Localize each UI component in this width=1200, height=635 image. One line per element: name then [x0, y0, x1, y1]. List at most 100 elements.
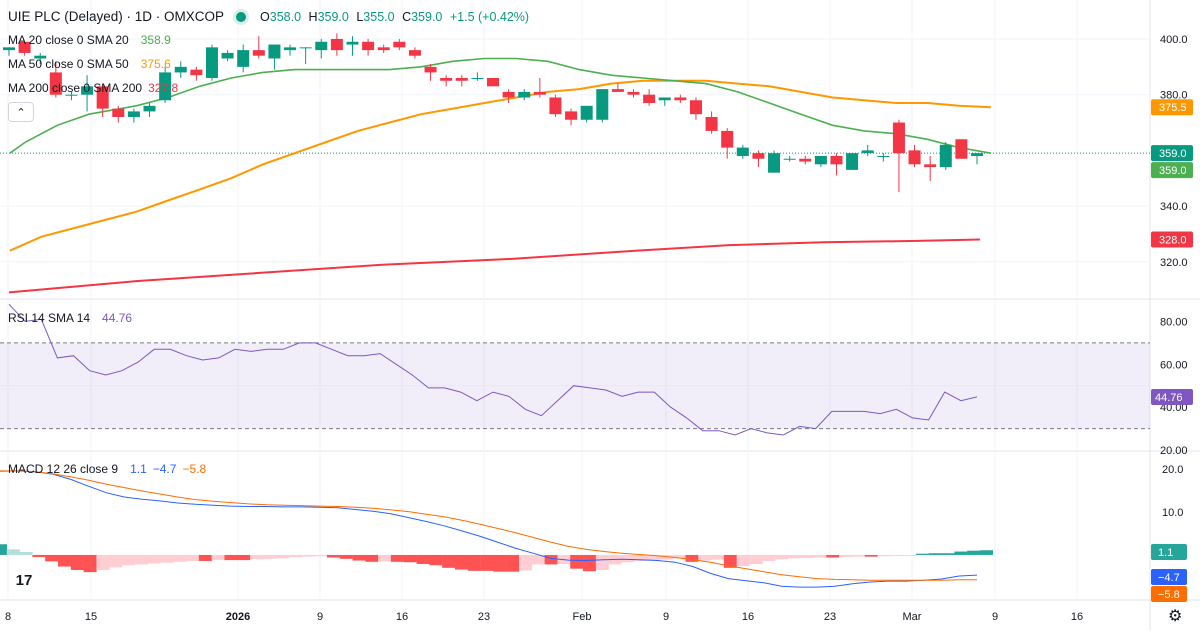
candle-body	[487, 77, 499, 87]
price-axis-badge-label: 359.0	[1159, 165, 1187, 177]
low-label: L	[356, 9, 364, 24]
macd-histogram-bar	[378, 554, 392, 562]
candle-body	[96, 86, 109, 109]
macd-histogram-bar	[19, 551, 33, 555]
macd-histogram-bar	[442, 554, 456, 568]
macd-histogram-bar	[134, 554, 148, 565]
candle-body	[768, 153, 781, 173]
macd-histogram-bar	[390, 554, 404, 562]
macd-histogram-bar	[775, 554, 789, 560]
candle-body	[424, 66, 437, 73]
macd-histogram-bar	[787, 554, 801, 559]
macd-tick-label: 10.0	[1162, 507, 1183, 519]
candle-body	[471, 77, 484, 79]
candle-body	[455, 77, 468, 81]
macd-histogram-bar	[416, 554, 430, 564]
ma20-legend-value: 358.9	[140, 33, 171, 47]
price-axis-badge	[1151, 231, 1193, 248]
price-axis-badge-label: 375.5	[1159, 102, 1187, 114]
macd-histogram-bar	[365, 554, 379, 562]
macd-histogram-bar	[723, 554, 737, 568]
candle-body	[112, 108, 125, 117]
macd-histogram-bar	[647, 554, 661, 561]
logo-text: 17	[15, 571, 33, 589]
price-axis-badge	[1151, 162, 1193, 179]
chevron-up-icon[interactable]: ⌃	[8, 102, 34, 122]
macd-histogram-bar	[339, 554, 353, 559]
macd-histogram-bar	[531, 554, 545, 565]
macd-histogram-bar	[749, 554, 763, 564]
macd-histogram-bar	[237, 554, 251, 561]
macd-histogram-bar	[45, 554, 59, 562]
candle-body	[611, 89, 624, 92]
candle-body	[408, 50, 421, 56]
candle-body	[377, 47, 390, 51]
macd-histogram-bar	[70, 554, 84, 570]
ma20-legend[interactable]: MA 20 close 0 SMA 20 358.9	[8, 33, 171, 47]
macd-histogram-bar	[0, 544, 7, 555]
macd-histogram-bar	[186, 554, 200, 561]
macd-histogram-bar	[519, 554, 533, 571]
price-tick-label: 380.0	[1160, 90, 1188, 102]
candle-body	[18, 41, 31, 53]
candle-body	[924, 164, 937, 168]
candle-body	[908, 150, 921, 165]
gear-icon[interactable]: ⚙	[1168, 608, 1183, 625]
market-status-dot[interactable]	[236, 11, 247, 22]
ma200-legend[interactable]: MA 200 close 0 SMA 200 327.8	[8, 81, 178, 95]
candle-body	[393, 41, 406, 48]
macd-axis-badge-label: 1.1	[1158, 547, 1173, 559]
macd-histogram-bar	[595, 554, 609, 570]
candle-body	[830, 155, 843, 165]
candle-body	[705, 116, 718, 131]
macd-histogram-bar	[826, 554, 840, 558]
time-axis-label: 23	[478, 611, 490, 623]
macd-histogram-bar	[506, 554, 520, 572]
candle-body	[49, 72, 62, 95]
macd-histogram-bar	[864, 554, 878, 557]
candle-body	[721, 130, 734, 148]
macd-histogram-bar	[493, 554, 507, 572]
ma200-legend-name: MA 200 close 0 SMA 200	[8, 81, 143, 95]
macd-histogram-bar	[224, 554, 238, 561]
macd-histogram-bar	[736, 554, 750, 567]
macd-axis-badge	[1151, 544, 1187, 560]
candle-body	[736, 147, 749, 156]
candle-body	[440, 77, 453, 81]
macd-histogram-bar	[762, 554, 776, 561]
ma50-legend[interactable]: MA 50 close 0 SMA 50 375.6	[8, 57, 171, 71]
macd-histogram-bar	[544, 554, 558, 565]
candle-body	[346, 41, 359, 45]
ma20-legend-name: MA 20 close 0 SMA 20	[8, 33, 129, 47]
macd-legend-hist: −5.8	[182, 462, 207, 476]
macd-histogram-bar	[6, 549, 20, 555]
macd-histogram-bar	[570, 554, 584, 569]
tradingview-logo-icon[interactable]: 17	[10, 568, 38, 592]
candle-body	[252, 50, 265, 56]
macd-histogram-bar	[96, 554, 110, 570]
macd-histogram-bar	[813, 554, 827, 558]
ma200-line	[8, 238, 981, 294]
macd-histogram-bar	[634, 554, 648, 561]
macd-histogram-bar	[967, 550, 981, 555]
candle-body	[65, 94, 78, 96]
price-tick-label: 340.0	[1160, 201, 1188, 213]
macd-histogram-bar	[429, 554, 443, 566]
symbol-title[interactable]: UIE PLC (Delayed) · 1D · OMXCOP	[8, 9, 225, 24]
price-axis-badge-label: 359.0	[1159, 148, 1187, 160]
close-value: 359.0	[411, 9, 443, 24]
time-axis-label: 9	[663, 611, 669, 623]
candle-body	[783, 158, 796, 160]
macd-histogram-bar	[915, 553, 929, 555]
candle-body	[518, 91, 531, 98]
macd-histogram-bar	[32, 554, 46, 558]
macd-legend[interactable]: MACD 12 26 close 9 1.1 −4.7 −5.8	[8, 462, 206, 476]
macd-histogram-bar	[672, 554, 686, 559]
macd-histogram-bar	[839, 554, 853, 558]
macd-histogram-bar	[198, 554, 212, 561]
rsi-legend[interactable]: RSI 14 SMA 14 44.76	[8, 311, 132, 325]
ohlc-readout: O358.0 H359.0 L355.0 C359.0 +1.5 (+0.42%…	[260, 10, 533, 24]
price-tick-label: 400.0	[1160, 34, 1188, 46]
